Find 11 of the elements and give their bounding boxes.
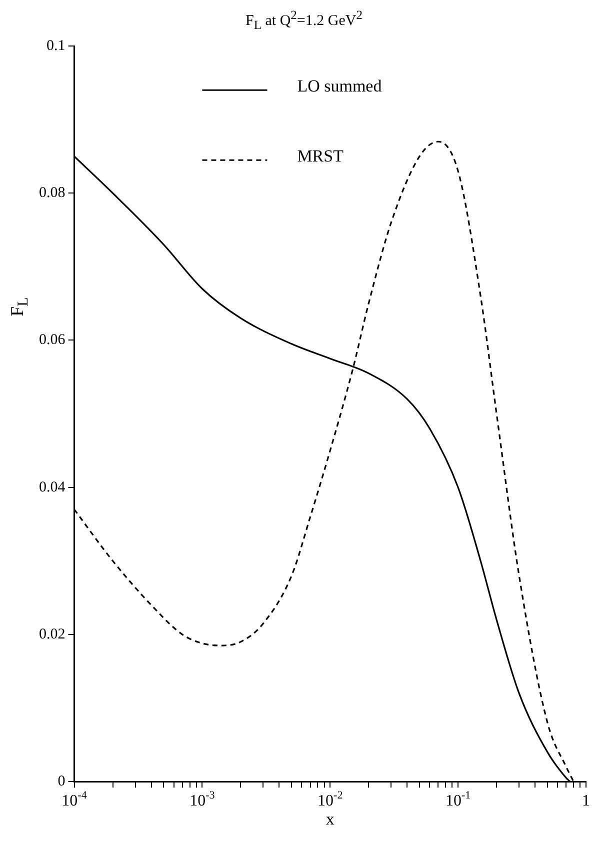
x-axis-title: x xyxy=(326,809,335,828)
y-tick-label: 0.1 xyxy=(46,38,66,54)
legend-label: MRST xyxy=(297,146,344,166)
y-tick-label: 0.08 xyxy=(39,185,66,202)
y-tick-label: 0.06 xyxy=(39,332,66,348)
y-tick-label: 0.02 xyxy=(39,626,66,642)
x-tick-label: 1 xyxy=(582,792,590,810)
legend-label: LO summed xyxy=(297,76,382,96)
y-tick-label: 0 xyxy=(58,774,66,790)
y-tick-label: 0.04 xyxy=(39,479,66,496)
chart-title: F$_{L}$ at Q$^{2}$=1.2 GeV$^{2}$ xyxy=(244,8,364,34)
